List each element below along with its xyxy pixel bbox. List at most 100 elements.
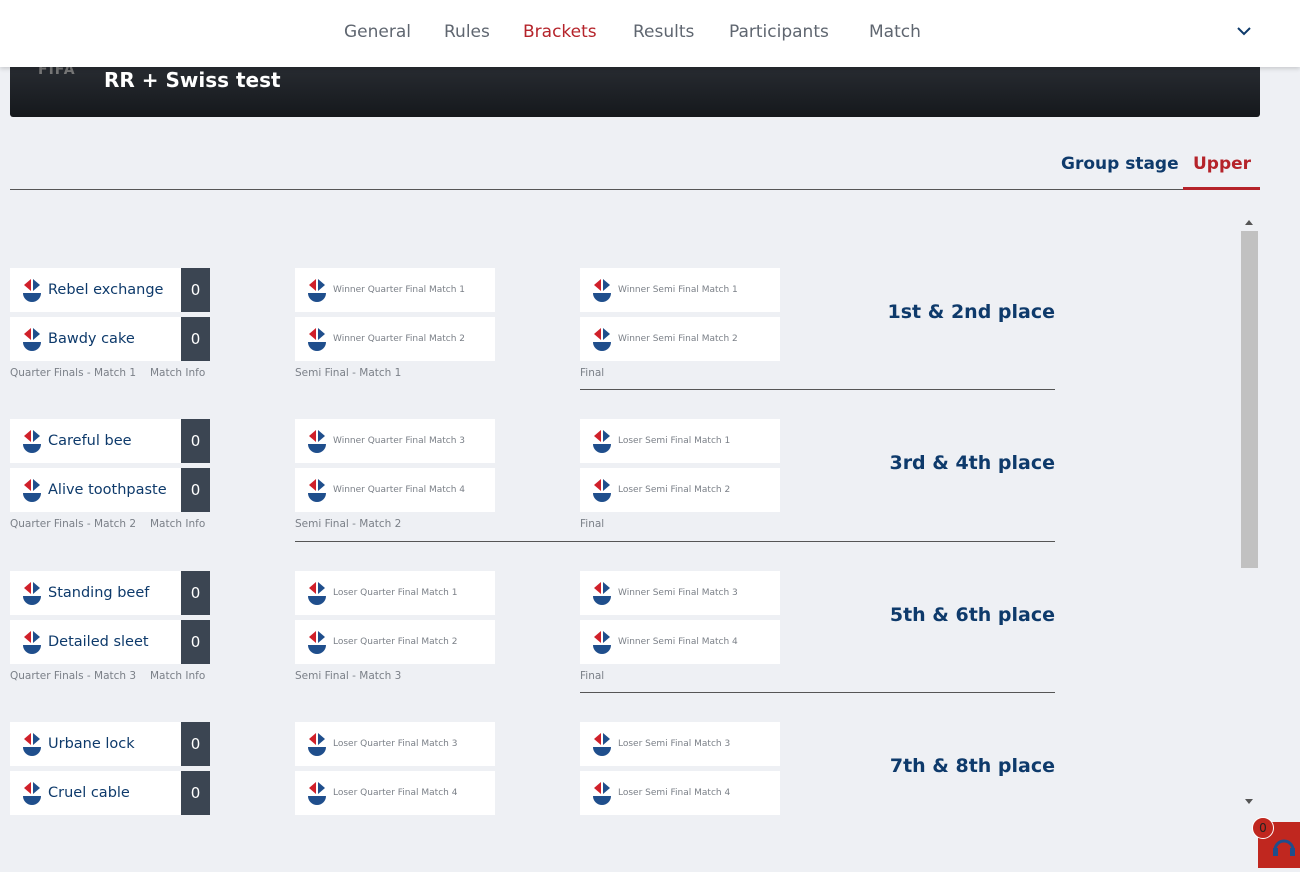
team-slot-name: Rebel exchange xyxy=(48,282,164,298)
placeholder-slot[interactable]: Loser Quarter Final Match 1 xyxy=(295,570,495,615)
placeholder-slot-name: Loser Quarter Final Match 1 xyxy=(333,587,458,598)
notification-badge: 0 xyxy=(1252,817,1274,839)
placeholder-slot-name: Loser Quarter Final Match 4 xyxy=(333,787,458,798)
placeholder-slot-name: Winner Quarter Final Match 4 xyxy=(333,485,465,496)
team-slot[interactable]: Cruel cable xyxy=(10,770,181,815)
team-logo xyxy=(308,630,326,654)
placeholder-slot-name: Loser Semi Final Match 3 xyxy=(618,738,731,749)
round-divider xyxy=(580,692,1055,693)
round-divider xyxy=(295,541,1055,542)
team-logo xyxy=(308,279,326,302)
placeholder-slot[interactable]: Loser Semi Final Match 3 xyxy=(580,721,780,766)
team-logo xyxy=(593,581,611,605)
team-logo xyxy=(23,430,41,454)
team-logo xyxy=(308,430,326,454)
team-score: 0 xyxy=(181,570,210,615)
team-logo xyxy=(308,732,326,756)
placeholder-slot-name: Winner Semi Final Match 1 xyxy=(618,285,738,295)
tournament-header: FIFA RR + Swiss test xyxy=(10,60,1260,117)
team-score: 0 xyxy=(181,468,210,513)
tabs-divider xyxy=(10,189,1260,190)
team-slot[interactable]: Bawdy cake xyxy=(10,317,181,361)
placeholder-slot[interactable]: Winner Semi Final Match 1 xyxy=(580,268,780,312)
placeholder-slot[interactable]: Winner Quarter Final Match 3 xyxy=(295,419,495,464)
place-label: 3rd & 4th place xyxy=(889,452,1055,475)
team-score: 0 xyxy=(181,770,210,815)
match-info-link[interactable]: Match Info xyxy=(150,367,206,379)
nav-tab[interactable]: Brackets xyxy=(523,22,597,42)
team-slot[interactable]: Urbane lock xyxy=(10,721,181,766)
placeholder-slot[interactable]: Winner Semi Final Match 4 xyxy=(580,619,780,664)
team-slot-name: Alive toothpaste xyxy=(48,482,167,499)
placeholder-slot-name: Loser Semi Final Match 4 xyxy=(618,787,731,798)
team-logo xyxy=(23,328,41,351)
team-logo xyxy=(593,781,611,805)
team-score: 0 xyxy=(181,721,210,766)
team-slot[interactable]: Detailed sleet xyxy=(10,619,181,664)
nav-tab[interactable]: Rules xyxy=(444,22,490,42)
team-slot-name: Detailed sleet xyxy=(48,633,149,650)
team-logo xyxy=(23,479,41,503)
scrollbar[interactable] xyxy=(1240,214,1258,810)
placeholder-slot-name: Winner Semi Final Match 2 xyxy=(618,334,738,344)
place-label: 5th & 6th place xyxy=(889,603,1055,626)
team-slot-name: Bawdy cake xyxy=(48,331,135,347)
placeholder-slot[interactable]: Loser Quarter Final Match 2 xyxy=(295,619,495,664)
placeholder-slot[interactable]: Loser Semi Final Match 1 xyxy=(580,419,780,464)
team-logo xyxy=(308,479,326,503)
dropdown-chevron[interactable] xyxy=(1236,25,1252,37)
placeholder-slot[interactable]: Winner Quarter Final Match 2 xyxy=(295,317,495,361)
team-slot[interactable]: Rebel exchange xyxy=(10,268,181,312)
team-slot[interactable]: Standing beef xyxy=(10,570,181,615)
stage-tab[interactable]: Upper xyxy=(1193,154,1252,174)
team-slot[interactable]: Careful bee xyxy=(10,419,181,464)
placeholder-slot[interactable]: Winner Semi Final Match 2 xyxy=(580,317,780,361)
support-icon xyxy=(1273,839,1295,856)
team-slot[interactable]: Alive toothpaste xyxy=(10,468,181,513)
match-label: Quarter Finals - Match 3 xyxy=(10,669,137,682)
placeholder-slot[interactable]: Loser Semi Final Match 4 xyxy=(580,770,780,815)
placeholder-slot-name: Winner Quarter Final Match 1 xyxy=(333,285,465,295)
match-info-link[interactable]: Match Info xyxy=(150,518,206,531)
placeholder-slot[interactable]: Winner Quarter Final Match 4 xyxy=(295,468,495,513)
team-logo xyxy=(23,781,41,805)
match-label: Semi Final - Match 2 xyxy=(295,518,402,531)
match-label: Final xyxy=(580,367,605,379)
nav-tab[interactable]: Match xyxy=(869,22,921,42)
active-tab-underline xyxy=(1183,187,1260,190)
team-logo xyxy=(593,479,611,503)
team-slot-name: Standing beef xyxy=(48,584,150,601)
team-score: 0 xyxy=(181,317,210,361)
placeholder-slot[interactable]: Loser Semi Final Match 2 xyxy=(580,468,780,513)
team-slot-name: Cruel cable xyxy=(48,784,130,801)
placeholder-slot-name: Winner Quarter Final Match 2 xyxy=(333,334,465,344)
team-score: 0 xyxy=(181,619,210,664)
team-slot-name: Careful bee xyxy=(48,433,132,450)
match-info-link[interactable]: Match Info xyxy=(150,669,206,682)
stage-tab[interactable]: Group stage xyxy=(1061,154,1179,174)
nav-tab[interactable]: General xyxy=(344,22,411,42)
scrollbar-track xyxy=(1241,220,1258,804)
team-logo xyxy=(593,630,611,654)
match-label: Final xyxy=(580,518,605,531)
team-logo xyxy=(593,732,611,756)
team-logo xyxy=(23,630,41,654)
team-logo xyxy=(593,328,611,351)
place-label: 7th & 8th place xyxy=(889,754,1055,777)
team-logo xyxy=(23,732,41,756)
team-score: 0 xyxy=(181,268,210,312)
place-label: 1st & 2nd place xyxy=(887,301,1055,323)
nav-tab[interactable]: Participants xyxy=(729,22,829,42)
team-logo xyxy=(308,581,326,605)
placeholder-slot-name: Loser Semi Final Match 1 xyxy=(618,436,731,447)
team-logo xyxy=(308,781,326,805)
team-logo xyxy=(593,430,611,454)
placeholder-slot[interactable]: Winner Semi Final Match 3 xyxy=(580,570,780,615)
placeholder-slot[interactable]: Loser Quarter Final Match 4 xyxy=(295,770,495,815)
round-divider xyxy=(580,389,1055,390)
placeholder-slot[interactable]: Winner Quarter Final Match 1 xyxy=(295,268,495,312)
match-label: Semi Final - Match 3 xyxy=(295,669,402,682)
match-label: Quarter Finals - Match 2 xyxy=(10,518,137,531)
nav-tab[interactable]: Results xyxy=(633,22,695,42)
placeholder-slot[interactable]: Loser Quarter Final Match 3 xyxy=(295,721,495,766)
